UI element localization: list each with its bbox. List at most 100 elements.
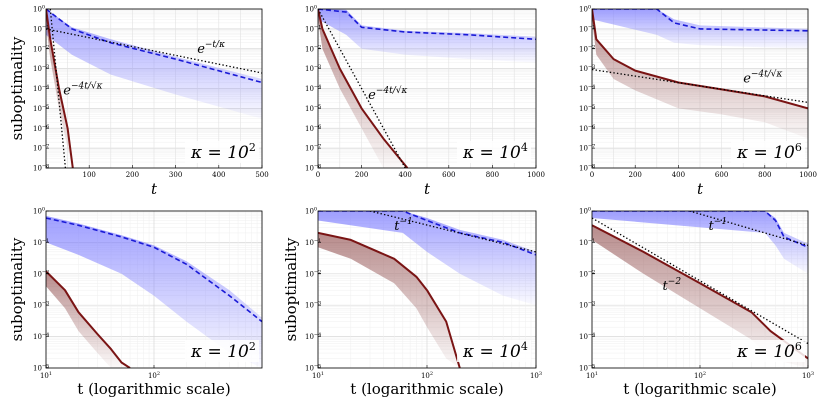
x-tick-label: 1000: [527, 171, 545, 179]
series-e-4t-: [49, 9, 67, 168]
spread-band-2: [318, 232, 460, 368]
kappa-label: κ = 104: [462, 141, 528, 163]
plot-content: [46, 9, 262, 168]
y-tick-label: 10−7: [33, 144, 49, 153]
y-tick-label: 10−4: [33, 332, 49, 341]
y-tick-label: 10−2: [579, 44, 595, 53]
x-tick-label: 400: [399, 171, 412, 179]
spread-band-2: [46, 9, 73, 168]
x-tick-label: 400: [672, 171, 685, 179]
x-tick-label: 101: [40, 371, 52, 380]
spread-band-1: [46, 9, 262, 119]
x-tick-label: 103: [802, 371, 814, 380]
x-tick-label: 101: [586, 371, 598, 380]
x-tick-label: 200: [355, 171, 368, 179]
x-tick-label: 800: [758, 171, 771, 179]
kappa-label: κ = 106: [736, 340, 802, 362]
series-dark-red: [592, 9, 808, 110]
y-tick-label: 100: [579, 5, 591, 14]
y-axis-label: suboptimality: [282, 237, 300, 341]
y-tick-label: 10−4: [579, 84, 595, 93]
series-dark-red: [46, 9, 74, 168]
series-dashed-blue: [46, 9, 262, 84]
series-dashed-blue: [592, 211, 808, 249]
y-tick-label: 10−6: [579, 124, 595, 133]
y-tick-label: 10−4: [33, 84, 49, 93]
x-axis-label: t (logarithmic scale): [350, 380, 503, 398]
y-tick-label: 10−2: [305, 44, 321, 53]
x-tick-label: 101: [312, 371, 324, 380]
plot-content: [592, 9, 808, 139]
plot-content: [46, 215, 262, 368]
y-tick-label: 100: [305, 5, 317, 14]
x-tick-label: 800: [486, 171, 499, 179]
y-tick-label: 10−1: [33, 238, 49, 247]
x-tick-label: 102: [421, 371, 433, 380]
y-tick-label: 100: [33, 207, 45, 216]
y-tick-label: 10−5: [33, 364, 49, 373]
y-tick-label: 10−3: [33, 301, 49, 310]
x-axis-label: t: [151, 180, 158, 198]
x-tick-label: 0: [590, 171, 594, 179]
series-t-1-: [689, 211, 808, 247]
kappa-label-box: [731, 141, 805, 163]
kappa-label-box: [185, 141, 259, 163]
y-tick-label: 10−2: [33, 44, 49, 53]
y-tick-label: 10−1: [579, 24, 595, 33]
y-tick-label: 10−5: [33, 104, 49, 113]
x-tick-label: 500: [255, 171, 268, 179]
spread-band-1: [318, 9, 536, 63]
y-tick-label: 10−4: [579, 332, 595, 341]
x-tick-label: 600: [442, 171, 455, 179]
spread-band-1: [592, 211, 808, 274]
series-dashed-blue: [46, 217, 262, 323]
y-tick-label: 100: [33, 5, 45, 14]
y-tick-label: 10−2: [33, 269, 49, 278]
plot-content: [318, 9, 536, 168]
annotation-1: e−4t/√κ: [368, 85, 407, 103]
y-tick-label: 10−4: [305, 332, 321, 341]
series-dark-red: [592, 224, 808, 360]
x-tick-label: 200: [126, 171, 139, 179]
series-dashed-blue: [318, 9, 536, 41]
x-axis-label: t (logarithmic scale): [623, 380, 776, 398]
y-tick-label: 10−1: [305, 238, 321, 247]
chart-panel-1: 100 10−1 10−2 10−3 10−4 10−5 10−6 10−7 10−8 100 20…: [8, 5, 269, 199]
plot-content: [592, 211, 808, 368]
series-dark-red: [318, 231, 461, 368]
y-tick-label: 10−6: [33, 124, 49, 133]
y-axis-label: suboptimality: [8, 36, 26, 140]
y-tick-label: 10−7: [305, 144, 321, 153]
y-axis-label: suboptimality: [8, 237, 26, 341]
y-tick-label: 10−3: [305, 64, 321, 73]
series-e-4t-: [318, 9, 406, 168]
y-tick-label: 10−6: [305, 124, 321, 133]
y-tick-label: 10−1: [579, 238, 595, 247]
kappa-label-box: [185, 340, 259, 362]
y-tick-label: 10−1: [33, 24, 49, 33]
y-tick-label: 10−8: [33, 164, 49, 173]
x-tick-label: 600: [715, 171, 728, 179]
x-axis-label: t (logarithmic scale): [77, 380, 230, 398]
y-tick-label: 10−3: [305, 301, 321, 310]
kappa-label: κ = 104: [462, 340, 528, 362]
x-tick-label: 102: [148, 371, 160, 380]
spread-band-2: [592, 9, 808, 139]
kappa-label: κ = 106: [736, 141, 802, 163]
plot-content: [318, 211, 536, 368]
y-tick-label: 10−4: [305, 84, 321, 93]
series-e-t-: [46, 28, 262, 74]
annotation-1: e−4t/√κ: [743, 69, 782, 87]
annotation-1: e−t/κ: [197, 40, 225, 57]
kappa-label: κ = 102: [190, 340, 256, 362]
y-tick-label: 10−8: [305, 164, 321, 173]
y-tick-label: 100: [305, 207, 317, 216]
x-axis-label: t: [424, 180, 431, 198]
y-tick-label: 10−1: [305, 24, 321, 33]
kappa-label-box: [457, 340, 531, 362]
x-tick-label: 100: [83, 171, 96, 179]
y-tick-label: 10−7: [579, 144, 595, 153]
annotation-1: t−1: [709, 217, 728, 234]
x-axis-label: t: [697, 180, 704, 198]
